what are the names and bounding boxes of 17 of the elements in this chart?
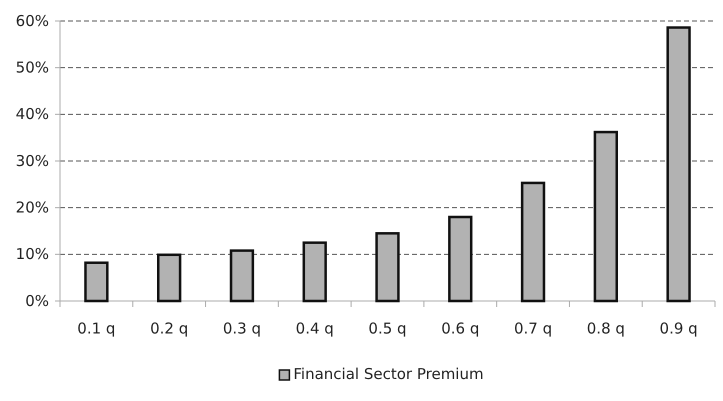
legend-label: Financial Sector Premium bbox=[293, 365, 484, 383]
y-tick-label: 30% bbox=[16, 152, 49, 170]
y-tick-label: 50% bbox=[16, 58, 49, 76]
y-tick-label: 0% bbox=[25, 292, 49, 310]
x-tick-label: 0.3 q bbox=[222, 320, 262, 338]
y-tick-label: 40% bbox=[16, 105, 49, 124]
x-tick-label: 0.6 q bbox=[441, 320, 480, 338]
x-tick-label: 0.1 q bbox=[77, 320, 116, 338]
x-tick-label: 0.7 q bbox=[514, 320, 552, 338]
x-tick-label: 0.8 q bbox=[586, 320, 625, 338]
y-tick-label: 20% bbox=[16, 198, 49, 216]
x-tick-label: 0.9 q bbox=[660, 320, 698, 338]
x-tick-label: 0.4 q bbox=[296, 320, 334, 338]
x-tick-label: 0.5 q bbox=[368, 320, 407, 338]
y-tick-label: 60% bbox=[16, 12, 49, 30]
x-tick-label: 0.2 q bbox=[150, 320, 188, 338]
y-tick-label: 10% bbox=[16, 245, 49, 264]
